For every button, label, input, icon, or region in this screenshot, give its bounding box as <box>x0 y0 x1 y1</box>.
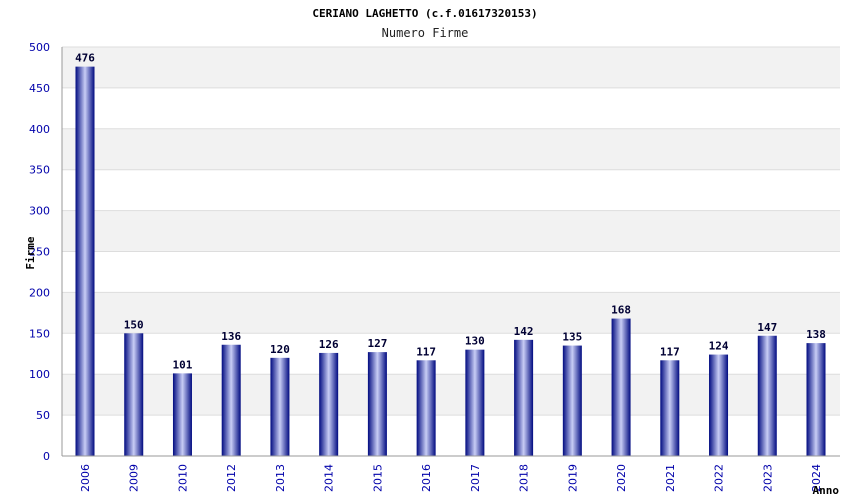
x-axis-label: Anno <box>813 484 840 497</box>
data-label: 101 <box>173 358 193 371</box>
y-tick-label: 0 <box>43 450 50 463</box>
x-tick-label: 2010 <box>176 464 189 492</box>
bar-2009 <box>124 333 144 456</box>
x-tick-label: 2017 <box>469 464 482 492</box>
bar-2020 <box>611 318 631 456</box>
bar-2019 <box>562 345 582 456</box>
y-tick-label: 350 <box>29 164 50 177</box>
x-tick-label: 2015 <box>371 464 384 492</box>
x-tick-label: 2014 <box>323 464 336 492</box>
data-label: 127 <box>367 337 387 350</box>
y-tick-label: 400 <box>29 123 50 136</box>
grid-band <box>62 47 840 88</box>
data-label: 138 <box>806 328 826 341</box>
x-tick-label: 2018 <box>518 464 531 492</box>
grid-band <box>62 292 840 334</box>
bars <box>75 66 826 456</box>
grid-bands <box>62 47 840 416</box>
chart-subtitle: Numero Firme <box>382 26 469 40</box>
grid-lines <box>62 46 840 457</box>
bar-2006 <box>75 66 95 456</box>
chart-title: CERIANO LAGHETTO (c.f.01617320153) <box>312 7 537 20</box>
x-tick-label: 2023 <box>761 464 774 492</box>
data-label: 135 <box>562 331 582 344</box>
data-label: 168 <box>611 304 631 317</box>
bar-2021 <box>660 360 680 456</box>
y-tick-label: 100 <box>29 368 50 381</box>
grid-band <box>62 128 840 170</box>
bar-2013 <box>270 357 290 456</box>
x-tick-label: 2019 <box>566 464 579 492</box>
x-tick-label: 2009 <box>128 464 141 492</box>
bar-2012 <box>221 344 241 456</box>
bar-2016 <box>416 360 436 456</box>
bar-2017 <box>465 349 485 456</box>
y-tick-label: 500 <box>29 41 50 54</box>
data-label: 142 <box>514 325 534 338</box>
x-tick-label: 2020 <box>615 464 628 492</box>
bar-2023 <box>757 335 777 456</box>
y-tick-label: 50 <box>36 409 50 422</box>
y-axis-label: Firme <box>24 236 37 269</box>
y-tick-label: 150 <box>29 327 50 340</box>
y-tick-label: 200 <box>29 286 50 299</box>
bar-2015 <box>367 352 387 456</box>
data-label: 126 <box>319 338 339 351</box>
x-tick-label: 2016 <box>420 464 433 492</box>
data-label: 476 <box>75 52 95 65</box>
grid-band <box>62 210 840 252</box>
data-label: 117 <box>416 345 436 358</box>
data-label: 124 <box>709 340 729 353</box>
data-label: 150 <box>124 318 144 331</box>
bar-2010 <box>172 373 192 456</box>
y-axis-ticks: 0 50 100 150 200 250 300 350 400 450 500 <box>29 41 50 463</box>
bar-2022 <box>709 354 729 456</box>
y-tick-label: 450 <box>29 82 50 95</box>
x-tick-label: 2013 <box>274 464 287 492</box>
x-tick-label: 2022 <box>713 464 726 492</box>
data-label: 120 <box>270 343 290 356</box>
x-tick-label: 2021 <box>664 464 677 492</box>
y-tick-label: 300 <box>29 205 50 218</box>
bar-2014 <box>319 352 339 456</box>
data-label: 136 <box>221 330 241 343</box>
data-label: 130 <box>465 335 485 348</box>
data-label: 117 <box>660 345 680 358</box>
y-tick-label: 250 <box>29 246 50 259</box>
data-label: 147 <box>757 321 777 334</box>
x-axis-ticks: 2006 2009 2010 2012 2013 2014 2015 2016 2017 2018… <box>79 464 823 492</box>
x-tick-label: 2024 <box>810 464 823 492</box>
data-labels: 476 150 101 136 120 126 127 117 130 142 135 168 117 1… <box>75 52 826 372</box>
bar-2018 <box>514 339 534 456</box>
bar-2024 <box>806 343 826 456</box>
x-tick-label: 2006 <box>79 464 92 492</box>
x-tick-label: 2012 <box>225 464 238 492</box>
